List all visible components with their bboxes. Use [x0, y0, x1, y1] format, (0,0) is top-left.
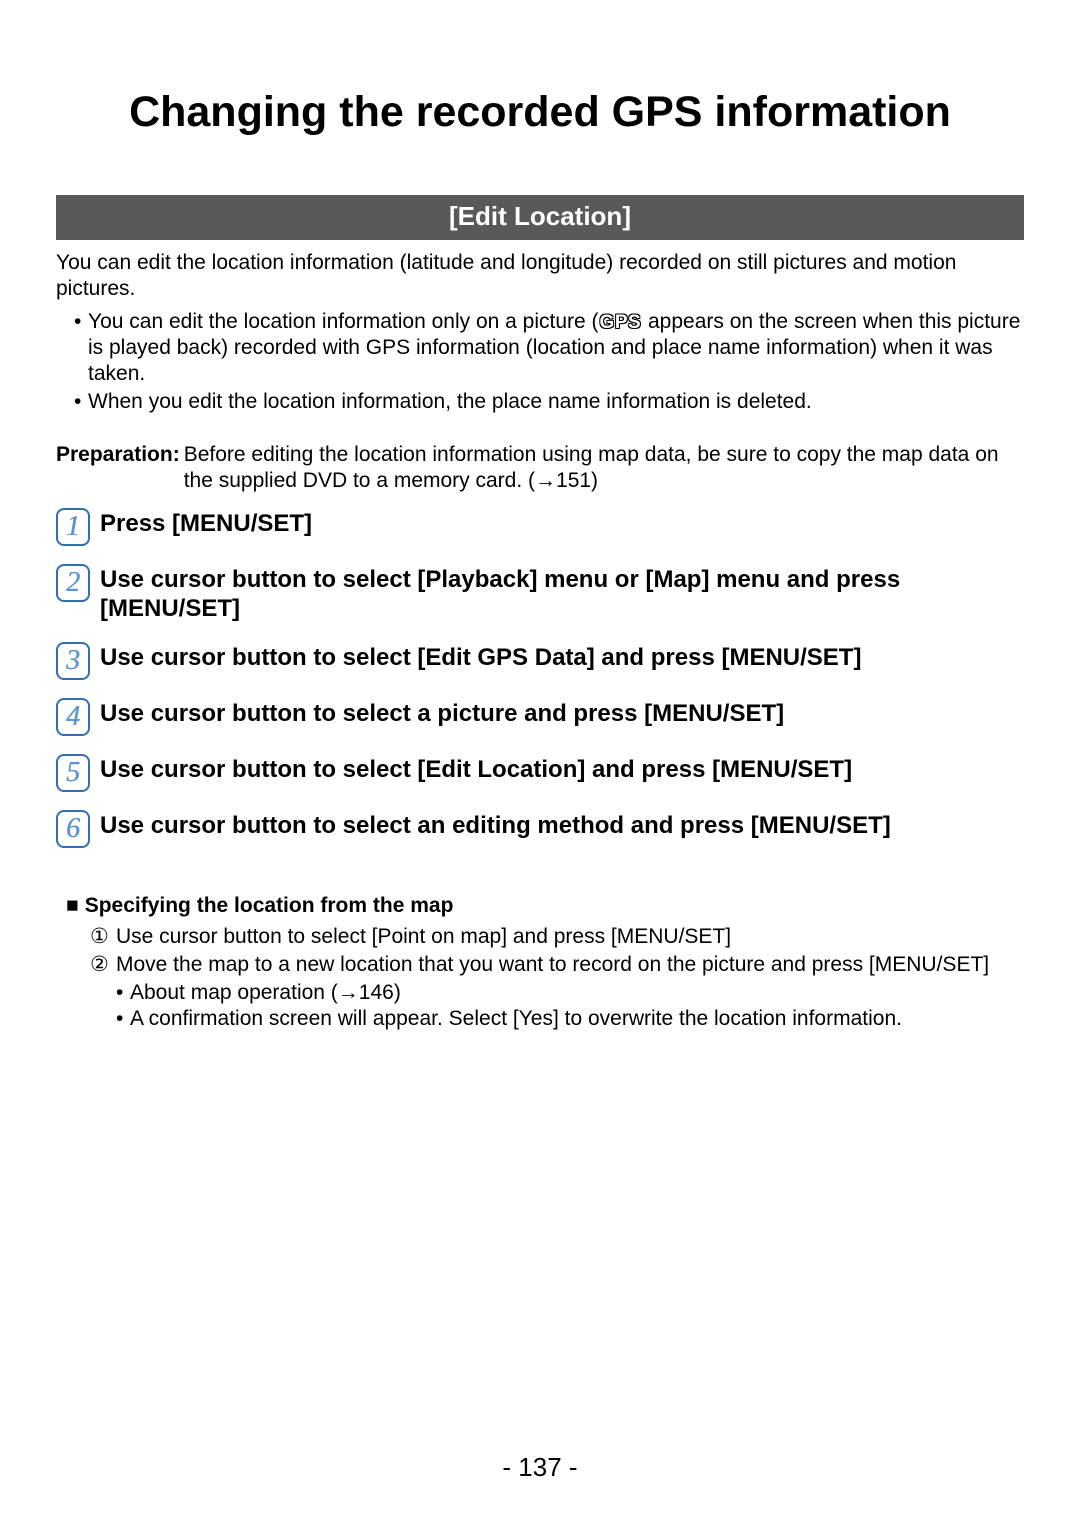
preparation-block: Preparation: Before editing the location…	[56, 442, 1024, 495]
bullet-item: • You can edit the location information …	[74, 309, 1024, 388]
step-number-badge: 1	[56, 508, 90, 546]
step-item: 6 Use cursor button to select an editing…	[56, 810, 1024, 848]
steps-list: 1 Press [MENU/SET] 2 Use cursor button t…	[56, 508, 1024, 848]
sub-item-text: Move the map to a new location that you …	[116, 952, 989, 978]
step-number-badge: 4	[56, 698, 90, 736]
subsection-title: Specifying the location from the map	[85, 894, 454, 918]
circled-number-icon: ①	[90, 924, 116, 950]
step-text: Use cursor button to select an editing m…	[100, 810, 891, 841]
step-number-badge: 2	[56, 564, 90, 602]
step-text: Press [MENU/SET]	[100, 508, 312, 539]
step-item: 2 Use cursor button to select [Playback]…	[56, 564, 1024, 624]
preparation-body: Before editing the location information …	[184, 442, 1024, 495]
page-title: Changing the recorded GPS information	[56, 88, 1024, 137]
subsection-list: ① Use cursor button to select [Point on …	[66, 924, 1024, 1033]
bullet-item: • When you edit the location information…	[74, 389, 1024, 415]
sub-list-item: ② Move the map to a new location that yo…	[90, 952, 1024, 978]
manual-page: Changing the recorded GPS information [E…	[0, 0, 1080, 1535]
sub-bullet-item: • A confirmation screen will appear. Sel…	[116, 1006, 1024, 1032]
page-number: - 137 -	[0, 1452, 1080, 1483]
preparation-label: Preparation:	[56, 442, 180, 495]
sub-bullets: • About map operation (→146) • A confirm…	[90, 980, 1024, 1033]
step-text: Use cursor button to select [Edit GPS Da…	[100, 642, 861, 673]
circled-number-icon: ②	[90, 952, 116, 978]
step-number-badge: 3	[56, 642, 90, 680]
step-number-badge: 6	[56, 810, 90, 848]
step-item: 3 Use cursor button to select [Edit GPS …	[56, 642, 1024, 680]
sub-bullet-item: • About map operation (→146)	[116, 980, 1024, 1006]
sub-bullet-text: A confirmation screen will appear. Selec…	[130, 1006, 902, 1032]
step-text: Use cursor button to select [Edit Locati…	[100, 754, 852, 785]
bullet-marker: •	[74, 389, 88, 415]
bullet-text: When you edit the location information, …	[88, 389, 812, 415]
step-text: Use cursor button to select a picture an…	[100, 698, 784, 729]
subsection: ■ Specifying the location from the map ①…	[56, 894, 1024, 1033]
step-number-badge: 5	[56, 754, 90, 792]
step-item: 5 Use cursor button to select [Edit Loca…	[56, 754, 1024, 792]
bullet-marker: •	[116, 1006, 130, 1032]
step-text: Use cursor button to select [Playback] m…	[100, 564, 1024, 624]
bullet-marker: •	[116, 980, 130, 1006]
square-marker-icon: ■	[66, 894, 79, 918]
gps-icon: GPS	[599, 312, 643, 333]
bullet-marker: •	[74, 309, 88, 388]
subsection-title-row: ■ Specifying the location from the map	[66, 894, 1024, 918]
step-item: 4 Use cursor button to select a picture …	[56, 698, 1024, 736]
intro-bullets: • You can edit the location information …	[56, 309, 1024, 416]
section-header: [Edit Location]	[56, 195, 1024, 240]
sub-list-item: ① Use cursor button to select [Point on …	[90, 924, 1024, 950]
sub-item-text: Use cursor button to select [Point on ma…	[116, 924, 731, 950]
step-item: 1 Press [MENU/SET]	[56, 508, 1024, 546]
intro-text: You can edit the location information (l…	[56, 250, 1024, 303]
sub-bullet-text: About map operation (→146)	[130, 980, 401, 1006]
bullet-text: You can edit the location information on…	[88, 309, 1024, 388]
bullet-pre: You can edit the location information on…	[88, 310, 599, 333]
